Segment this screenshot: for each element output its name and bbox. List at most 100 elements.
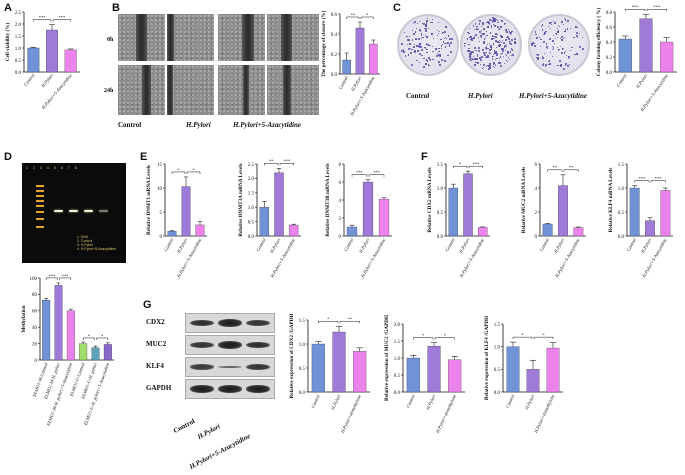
- colony-dot: [470, 52, 473, 55]
- colony-dot: [497, 21, 499, 24]
- colony-dot: [504, 53, 507, 56]
- colony-dot: [436, 49, 438, 51]
- colony-dot: [473, 37, 475, 39]
- colony-dot: [494, 53, 496, 55]
- colony-dot: [567, 57, 569, 59]
- colony-dot: [556, 37, 559, 39]
- colony-dot: [476, 28, 478, 31]
- colony-dot: [575, 25, 578, 29]
- colony-dot: [508, 31, 510, 33]
- colony-dot: [421, 33, 423, 35]
- significance-label: **: [569, 165, 574, 170]
- significance-label: *: [327, 317, 330, 322]
- colony-dot: [537, 54, 540, 57]
- colony-dot: [476, 54, 479, 56]
- colony-dot: [492, 53, 494, 56]
- significance-label: **: [553, 165, 558, 170]
- colony-dot: [474, 62, 476, 64]
- colony-dot: [494, 51, 496, 53]
- colony-dot: [475, 34, 478, 37]
- significance-label: *: [422, 333, 425, 338]
- colony-dot: [472, 25, 475, 27]
- colony-dot: [479, 23, 480, 24]
- colony-dot: [409, 36, 411, 38]
- y-tick-label: 6: [535, 163, 538, 168]
- colony-dot: [473, 28, 476, 31]
- colony-dot: [407, 39, 410, 42]
- colony-dot: [578, 32, 581, 35]
- colony-dot: [561, 38, 564, 41]
- agarose-gel-image: 1 2 3 4 5 6 7 8 1. DNA 2. Control 3. H.P…: [22, 163, 126, 263]
- colony-dot: [535, 53, 537, 55]
- colony-dot: [566, 29, 569, 31]
- y-tick-label: 2: [535, 211, 538, 216]
- x-tick-label: H.Pylori: [330, 393, 342, 411]
- gel-ladder-band: [36, 211, 44, 213]
- colony-dot: [411, 40, 413, 42]
- colony-dot: [505, 54, 508, 57]
- colony-dot: [467, 31, 469, 34]
- y-tick-label: 0: [535, 235, 538, 240]
- significance-label: *: [101, 333, 104, 338]
- y-tick-label: 2.5: [248, 163, 255, 168]
- colony-dot: [548, 25, 550, 27]
- colony-dot: [481, 21, 484, 24]
- colony-dot: [541, 25, 543, 27]
- colony-dot: [563, 52, 565, 54]
- colony-dot: [494, 25, 496, 27]
- colony-dot: [501, 48, 504, 50]
- colony-dot: [442, 31, 445, 34]
- colony-dot: [493, 50, 495, 52]
- colony-dot: [427, 57, 430, 59]
- colony-dot: [498, 42, 500, 44]
- colony-dot: [411, 64, 414, 67]
- colony-dot: [576, 36, 579, 38]
- colony-dot: [565, 29, 567, 31]
- blot-cdx2: [185, 313, 275, 333]
- blot-klf4: [185, 357, 275, 377]
- colony-dot: [416, 23, 418, 24]
- colony-dot: [471, 57, 473, 59]
- colony-dot: [478, 46, 481, 49]
- colony-dot: [448, 45, 451, 47]
- significance-label: ***: [638, 176, 646, 181]
- colony-dot: [505, 43, 508, 46]
- y-tick-label: 1.5: [437, 163, 444, 168]
- colony-dot: [492, 17, 495, 20]
- blot-label-cdx2: CDX2: [146, 318, 165, 326]
- colony-dot: [545, 63, 548, 66]
- colony-dot: [447, 35, 450, 37]
- colony-dot: [441, 43, 444, 46]
- colony-dot: [485, 47, 488, 50]
- colony-dot: [468, 28, 470, 30]
- colony-dot: [558, 48, 560, 50]
- colony-dot: [416, 59, 418, 62]
- colony-dot: [491, 35, 494, 37]
- chart-c-colony: 0.0 0.2 0.4 0.6 0.8 Colony forming efficiency…: [595, 5, 677, 113]
- colony-dot: [494, 17, 497, 20]
- colony-dot: [423, 65, 426, 68]
- colony-dot: [480, 26, 482, 27]
- colony-dot: [478, 40, 480, 42]
- colony-dot: [481, 67, 483, 69]
- y-tick-label: 1.0: [618, 187, 625, 192]
- colony-dot: [498, 27, 500, 30]
- colony-dot: [443, 30, 446, 33]
- colony-dot: [490, 48, 493, 51]
- colony-dot: [484, 36, 487, 39]
- colony-dot: [565, 54, 567, 56]
- colony-dot: [411, 38, 413, 40]
- colony-dot: [497, 41, 500, 44]
- colony-dot: [485, 51, 487, 53]
- colony-dot: [427, 57, 430, 59]
- colony-dot: [506, 46, 507, 48]
- colony-dot: [581, 47, 584, 50]
- colony-dot: [417, 38, 420, 40]
- colony-dot: [546, 47, 548, 49]
- colony-dot: [474, 57, 477, 60]
- x-tick-label: H.Pylori: [524, 393, 536, 411]
- y-tick-label: 0.6: [331, 13, 338, 18]
- colony-dot: [534, 42, 536, 44]
- colony-dot: [498, 28, 500, 31]
- colony-dot: [426, 60, 429, 62]
